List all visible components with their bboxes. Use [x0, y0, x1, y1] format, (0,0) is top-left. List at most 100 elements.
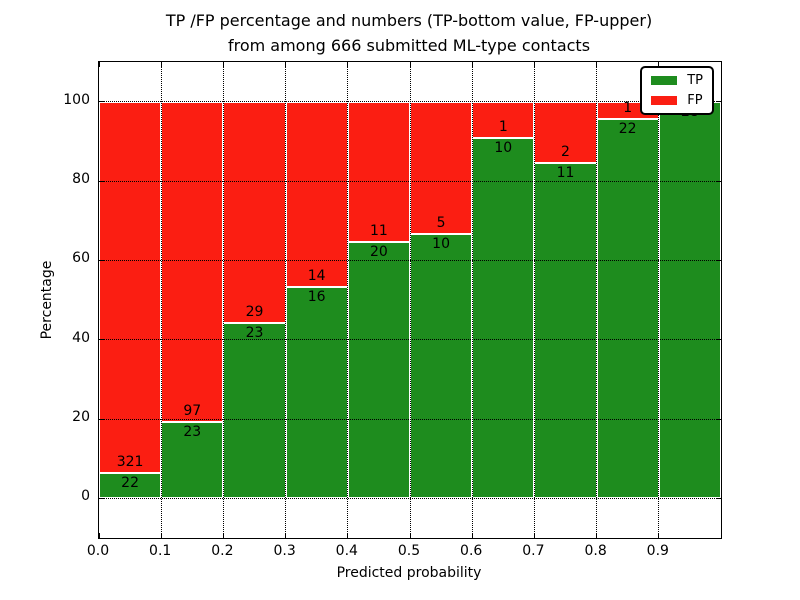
- fp-bar-segment: [534, 101, 597, 163]
- y-tick-label: 40: [72, 329, 90, 346]
- x-tick-mark: [596, 533, 598, 538]
- x-tick-mark: [160, 533, 162, 538]
- x-tick-mark: [533, 62, 535, 67]
- x-gridline: [347, 62, 349, 538]
- tp-bar-segment: [161, 422, 224, 499]
- x-tick-mark: [285, 533, 287, 538]
- y-tick-mark: [716, 339, 721, 341]
- legend-item-fp: FP: [651, 94, 703, 107]
- y-axis-label: Percentage: [39, 260, 55, 340]
- fp-bar-segment: [223, 101, 286, 323]
- x-tick-mark: [658, 533, 660, 538]
- fp-count-label: 1: [623, 99, 633, 116]
- x-tick-mark: [471, 533, 473, 538]
- y-tick-mark: [716, 180, 721, 182]
- x-tick-mark: [409, 62, 411, 67]
- tp-bar-segment: [223, 322, 286, 499]
- x-tick-label: 0.5: [397, 543, 421, 559]
- x-tick-label: 0.7: [522, 543, 545, 559]
- y-tick-label: 20: [72, 409, 90, 425]
- x-tick-mark: [347, 62, 349, 67]
- y-tick-mark: [716, 418, 721, 420]
- y-tick-label: 0: [81, 488, 90, 505]
- x-tick-mark: [533, 533, 535, 538]
- fp-bar-segment: [472, 101, 535, 138]
- fp-swatch-icon: [651, 96, 678, 105]
- x-tick-label: 0.9: [646, 543, 669, 559]
- y-tick-mark: [716, 101, 721, 103]
- x-tick-mark: [596, 62, 598, 67]
- tp-bar-segment: [472, 137, 535, 499]
- tp-bar-segment: [285, 286, 348, 499]
- x-tick-mark: [99, 62, 100, 67]
- fp-count-label: 11: [369, 223, 388, 240]
- tp-bar-segment: [658, 101, 721, 499]
- tp-count-label: 16: [307, 288, 326, 305]
- x-tick-label: 0.2: [211, 543, 234, 559]
- tp-count-label: 23: [245, 324, 264, 341]
- y-tick-mark: [99, 339, 104, 341]
- x-tick-mark: [471, 62, 473, 67]
- tp-bar-segment: [347, 242, 410, 499]
- fp-bar-segment: [410, 101, 473, 234]
- chart-title-line1: TP /FP percentage and numbers (TP-bottom…: [165, 11, 653, 30]
- tp-count-label: 10: [432, 235, 451, 252]
- x-gridline: [222, 62, 224, 538]
- x-tick-mark: [99, 533, 100, 538]
- x-tick-label: 0.6: [460, 543, 483, 559]
- y-tick-mark: [99, 497, 104, 499]
- chart-title: TP /FP percentage and numbers (TP-bottom…: [98, 8, 720, 58]
- x-gridline: [285, 62, 287, 538]
- x-tick-mark: [409, 533, 411, 538]
- x-gridline: [658, 62, 660, 538]
- tp-count-label: 11: [556, 164, 575, 181]
- x-tick-label: 0.3: [273, 543, 296, 559]
- fp-count-label: 14: [307, 267, 326, 284]
- y-tick-mark: [99, 259, 104, 261]
- fp-bar-segment: [161, 101, 224, 423]
- x-tick-mark: [347, 533, 349, 538]
- tp-bar-segment: [99, 472, 162, 499]
- x-tick-label: 0.1: [149, 543, 172, 559]
- x-gridline: [471, 62, 473, 538]
- x-gridline: [160, 62, 162, 538]
- y-tick-mark: [99, 180, 104, 182]
- fp-count-label: 2: [561, 143, 570, 160]
- fp-bar-segment: [347, 101, 410, 243]
- y-tick-mark: [716, 259, 721, 261]
- y-tick-label: 100: [63, 91, 90, 108]
- fp-count-label: 1: [498, 118, 508, 135]
- x-axis-label: Predicted probability: [336, 565, 482, 581]
- x-tick-label: 0.8: [584, 543, 607, 559]
- chart-title-line2: from among 666 submitted ML-type contact…: [227, 36, 591, 55]
- x-gridline: [596, 62, 598, 538]
- tp-bar-segment: [596, 118, 659, 499]
- x-tick-mark: [658, 62, 660, 67]
- legend-label-fp: FP: [687, 93, 703, 108]
- fp-count-label: 29: [245, 303, 264, 320]
- y-tick-label: 60: [72, 250, 90, 267]
- y-tick-mark: [99, 101, 104, 103]
- tp-bar-segment: [410, 233, 473, 499]
- fp-count-label: 5: [436, 214, 446, 231]
- tp-count-label: 20: [369, 244, 388, 261]
- tp-swatch-icon: [651, 76, 678, 85]
- x-gridline: [533, 62, 535, 538]
- x-tick-mark: [285, 62, 287, 67]
- tp-count-label: 22: [121, 474, 140, 491]
- fp-bar-segment: [99, 101, 162, 473]
- tp-count-label: 10: [494, 139, 513, 156]
- fp-count-label: 97: [183, 403, 202, 420]
- x-tick-mark: [222, 62, 224, 67]
- tp-bar-segment: [534, 162, 597, 499]
- x-tick-label: 0.0: [86, 543, 110, 559]
- tp-count-label: 23: [183, 424, 202, 441]
- tp-count-label: 22: [618, 120, 637, 137]
- y-tick-mark: [716, 497, 721, 499]
- legend-label-tp: TP: [687, 73, 703, 88]
- fp-bar-segment: [285, 101, 348, 287]
- fp-count-label: 321: [116, 453, 144, 470]
- x-tick-mark: [222, 533, 224, 538]
- x-gridline: [409, 62, 411, 538]
